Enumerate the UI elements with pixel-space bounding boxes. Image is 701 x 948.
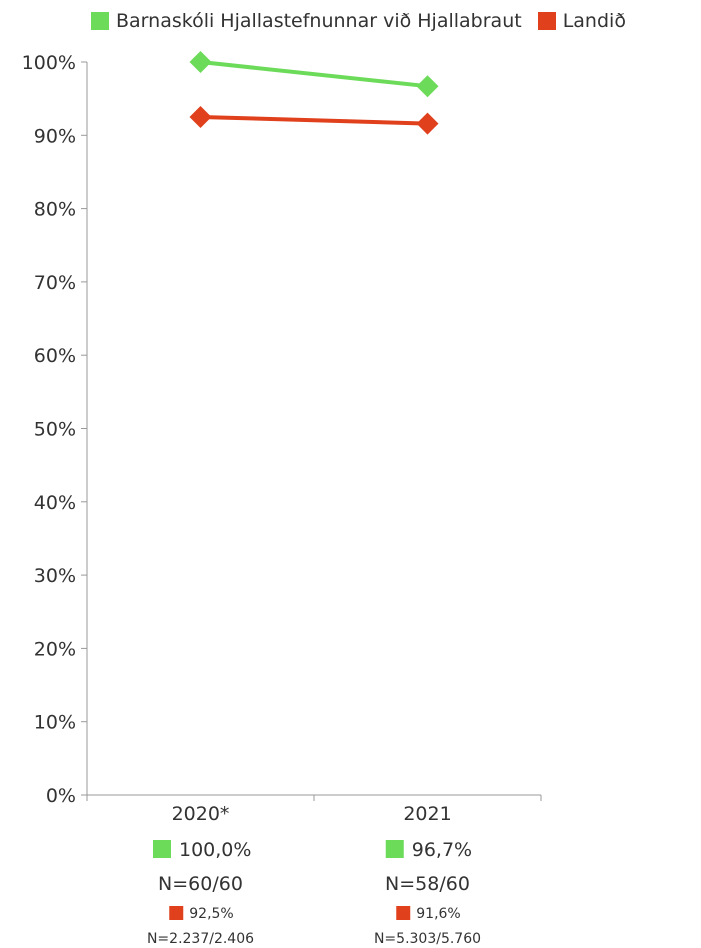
x-tick-label: 2021	[403, 803, 451, 825]
summary-n-country: N=2.237/2.406	[147, 931, 254, 947]
data-point-country	[416, 112, 439, 135]
summary-n-school: N=58/60	[385, 873, 470, 895]
summary-value-school: 96,7%	[412, 839, 472, 861]
y-tick-label: 40%	[34, 492, 76, 514]
summary-swatch-country	[169, 906, 184, 920]
legend: Barnaskóli Hjallastefnunnar við Hjallabr…	[91, 10, 626, 32]
y-tick-label: 10%	[34, 712, 76, 734]
y-tick-label: 60%	[34, 345, 76, 367]
x-tick-label: 2020*	[172, 803, 230, 825]
summary-n-school: N=60/60	[158, 873, 243, 895]
summary-n-country: N=5.303/5.760	[374, 931, 481, 947]
summary-swatch-school	[153, 840, 171, 858]
summary-value-school: 100,0%	[179, 839, 251, 861]
y-tick-label: 0%	[46, 785, 76, 807]
legend-item-country: Landið	[537, 10, 626, 32]
data-point-school	[189, 51, 212, 73]
legend-label-school: Barnaskóli Hjallastefnunnar við Hjallabr…	[116, 10, 522, 32]
data-point-school	[416, 75, 439, 98]
legend-item-school: Barnaskóli Hjallastefnunnar við Hjallabr…	[91, 10, 522, 32]
y-tick-label: 90%	[34, 125, 76, 147]
series-line-school	[200, 60, 428, 89]
y-tick-label: 50%	[34, 419, 76, 441]
data-point-country	[189, 105, 212, 128]
summary-value-country: 91,6%	[416, 906, 460, 922]
summary-swatch-country	[396, 906, 411, 920]
legend-swatch-country	[537, 12, 556, 30]
series-line-country	[200, 114, 428, 126]
legend-label-country: Landið	[562, 10, 626, 32]
legend-swatch-school	[91, 12, 109, 30]
y-tick-label: 30%	[34, 565, 76, 587]
y-tick-label: 20%	[34, 638, 76, 660]
y-tick-label: 70%	[34, 272, 76, 294]
y-tick-label: 100%	[22, 52, 76, 74]
summary-value-country: 92,5%	[189, 906, 233, 922]
summary-swatch-school	[385, 840, 404, 858]
y-tick-label: 80%	[34, 199, 76, 221]
